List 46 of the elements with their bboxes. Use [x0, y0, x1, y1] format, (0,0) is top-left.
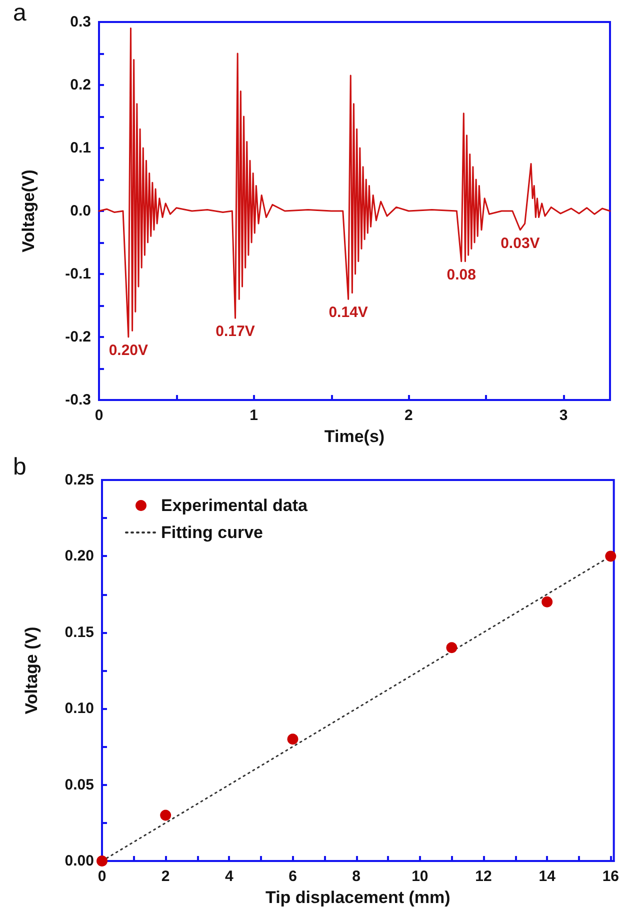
x-tick-label: 12 — [475, 868, 492, 885]
y-tick-label: 0.05 — [64, 776, 94, 794]
y-tick-label: 0.10 — [64, 700, 94, 718]
annotation: 0.14V — [328, 304, 368, 322]
y-tick-label: 0.3 — [70, 14, 91, 30]
y-tick-label: 0.25 — [64, 472, 94, 488]
line-series — [98, 28, 611, 338]
x-tick-label: 8 — [352, 868, 360, 885]
y-tick-label: 0.00 — [64, 852, 94, 870]
chart-title: a — [13, 0, 27, 26]
point — [605, 550, 616, 562]
y-tick-label: -0.3 — [65, 392, 91, 408]
x-tick-label: 3 — [559, 407, 568, 424]
x-tick-label: 2 — [161, 868, 170, 885]
x-axis-title: Time(s) — [324, 427, 385, 446]
x-tick-label: 14 — [538, 868, 556, 885]
x-tick-label: 1 — [250, 407, 258, 424]
annotation: 0.08 — [446, 266, 476, 284]
point — [446, 642, 458, 654]
point — [287, 734, 298, 745]
x-tick-label: 0 — [94, 407, 104, 424]
x-tick-label: 2 — [404, 407, 413, 424]
y-tick-label: 0.20 — [64, 548, 94, 565]
point — [160, 810, 172, 821]
x-axis-title: Tip displacement (mm) — [265, 888, 450, 907]
point — [542, 596, 553, 608]
legend-label: Experimental data — [161, 496, 308, 515]
point — [96, 856, 108, 866]
y-tick-label: 0.15 — [64, 624, 94, 641]
annotation: 0.17V — [216, 323, 255, 340]
y-tick-label: 0.0 — [70, 202, 91, 220]
annotation: 0.20V — [108, 342, 148, 359]
legend-label: Fitting curve — [161, 523, 264, 542]
y-axis-title: Voltage(V) — [19, 170, 38, 252]
y-tick-label: 0.2 — [70, 76, 91, 94]
x-tick-label: 6 — [288, 868, 297, 885]
y-axis-title: Voltage (V) — [22, 626, 41, 714]
x-tick-label: 16 — [602, 868, 619, 885]
x-tick-label: 10 — [412, 868, 428, 885]
x-tick-label: 0 — [98, 868, 106, 885]
x-tick-label: 4 — [224, 868, 234, 885]
y-tick-label: 0.1 — [70, 140, 91, 156]
y-tick-label: -0.1 — [65, 266, 91, 282]
annotation: 0.03V — [500, 234, 540, 252]
chart-title: b — [13, 454, 26, 480]
y-tick-label: -0.2 — [65, 328, 91, 346]
